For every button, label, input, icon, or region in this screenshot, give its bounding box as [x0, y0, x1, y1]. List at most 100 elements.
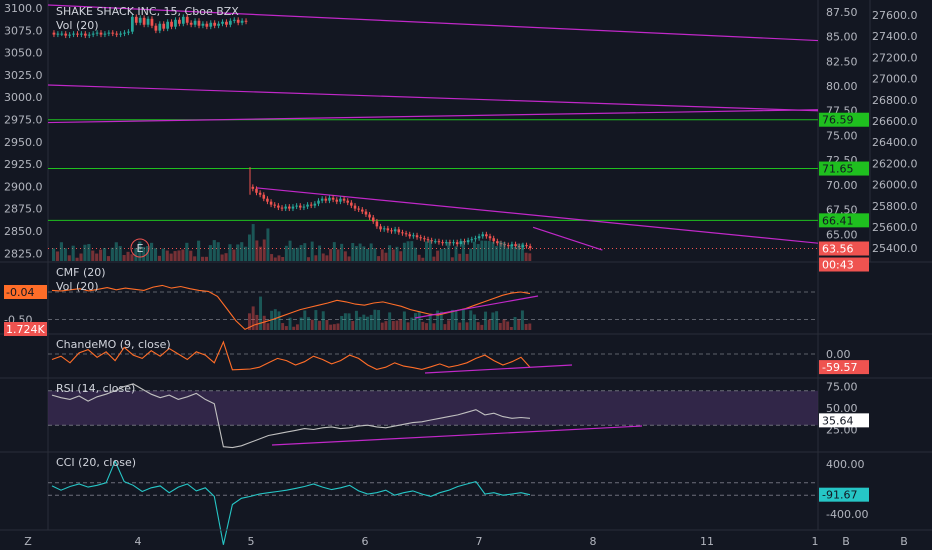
time-axis-tick: 6	[362, 535, 369, 548]
volume-bar	[59, 242, 63, 261]
cmf-volume-bar	[439, 311, 443, 330]
cmf-volume-bar	[380, 322, 384, 330]
price-tag-bg	[819, 161, 869, 176]
cmf-volume-bar	[436, 310, 440, 330]
candle-day2-body	[350, 202, 353, 206]
volume-bar	[520, 243, 524, 261]
rsi-axis-tick: 50.00	[826, 402, 858, 415]
cmf-volume-bar	[255, 314, 259, 330]
candle-day2-body	[525, 245, 528, 247]
volume-bar	[461, 240, 465, 261]
volume-bar	[321, 253, 325, 261]
cmf-volume-bar	[524, 324, 528, 330]
volume-bar	[314, 255, 318, 261]
candle-day2-body	[434, 241, 437, 243]
cmf-volume-bar	[329, 324, 333, 330]
cmf-volume-bar	[266, 323, 270, 330]
volume-bar	[329, 249, 333, 261]
candle-day2-body	[499, 243, 503, 245]
left-axis-tick: 3075.0	[4, 24, 43, 37]
volume-bar	[110, 247, 114, 261]
cmf-volume-bar	[270, 310, 274, 330]
volume-bar	[270, 254, 274, 261]
left-axis-tick: 3100.0	[4, 2, 43, 15]
time-axis-tick: 11	[700, 535, 714, 548]
candle-day1-body	[236, 19, 240, 23]
cmf-volume-bar	[458, 322, 462, 330]
cmf-tag-label: 1.724K	[6, 323, 45, 336]
candle-day2-body	[488, 236, 492, 239]
volume-bar	[99, 249, 103, 261]
candle-day1-body	[189, 22, 193, 25]
volume-bar	[232, 249, 236, 261]
volume-bar	[380, 249, 384, 261]
cmf-volume-bar	[443, 324, 447, 330]
cmf-volume-bar	[277, 311, 281, 330]
volume-bar	[373, 248, 377, 261]
volume-bar	[509, 244, 513, 261]
volume-bar	[391, 249, 395, 261]
volume-bar	[458, 253, 462, 261]
bottom-corner-label: B	[842, 535, 850, 548]
cmf-volume-bar	[373, 309, 377, 330]
cmf-volume-bar	[495, 311, 499, 330]
candle-day1-body	[134, 16, 138, 23]
trendline	[47, 84, 819, 112]
volume-bar	[484, 240, 488, 261]
cmf-volume-bar	[417, 311, 421, 330]
cmf-volume-bar	[358, 316, 362, 330]
cmf-volume-bar	[509, 326, 513, 330]
price-tag-label: 00:43	[822, 259, 854, 272]
volume-bar	[248, 234, 251, 261]
volume-bar	[310, 241, 314, 261]
cmf-volume-bar	[384, 321, 388, 330]
volume-bar	[204, 256, 209, 261]
cmo-title: ChandeMO (9, close)	[56, 338, 171, 351]
candle-day1-body	[60, 33, 64, 35]
cmf-volume-bar	[528, 323, 532, 330]
time-axis-tick: 4	[135, 535, 142, 548]
volume-bar	[325, 255, 329, 261]
candle-day2-body	[277, 205, 280, 208]
volume-bar	[506, 247, 510, 261]
rsi-tag-bg	[819, 413, 869, 428]
cmf-tag-bg	[4, 322, 47, 336]
candle-day2-body	[288, 206, 291, 209]
cmf-volume-bar	[321, 311, 325, 330]
candle-day2-body	[514, 244, 517, 247]
left-axis-tick: 2825.0	[4, 247, 43, 260]
volume-bar	[465, 253, 469, 261]
candle-day1-body	[119, 33, 122, 35]
cmf-volume-bar	[391, 321, 395, 330]
volume-bar	[277, 255, 281, 261]
volume-bar	[212, 240, 216, 261]
trendline	[47, 109, 819, 124]
candle-day1-body	[87, 34, 91, 36]
volume-bar	[417, 254, 421, 261]
volume-bar	[299, 245, 303, 261]
candle-day1-body	[162, 23, 166, 29]
left-axis-tick: 3025.0	[4, 69, 43, 82]
cci-title: CCI (20, close)	[56, 456, 136, 469]
volume-bar	[351, 243, 355, 261]
volume-bar	[354, 246, 358, 261]
volume-bar	[498, 241, 502, 261]
volume-bar	[395, 246, 399, 261]
left-axis-tick: 2875.0	[4, 203, 43, 216]
candle-day2-body	[255, 188, 258, 193]
volume-bar	[487, 240, 491, 261]
candle-day2-body	[262, 194, 266, 199]
candle-day1-body	[127, 31, 130, 33]
cmf-volume-bar	[425, 323, 428, 330]
volume-bar	[75, 257, 79, 261]
cmf-volume-bar	[450, 309, 454, 330]
cmf-volume-bar	[362, 314, 366, 330]
volume-bar	[83, 244, 87, 261]
cmf-volume-bar	[454, 310, 458, 330]
right-axis-tick: 82.50	[826, 55, 858, 68]
left-axis-tick: 2975.0	[4, 114, 43, 127]
cmo-line	[51, 340, 531, 371]
candle-day2-body	[437, 241, 441, 243]
